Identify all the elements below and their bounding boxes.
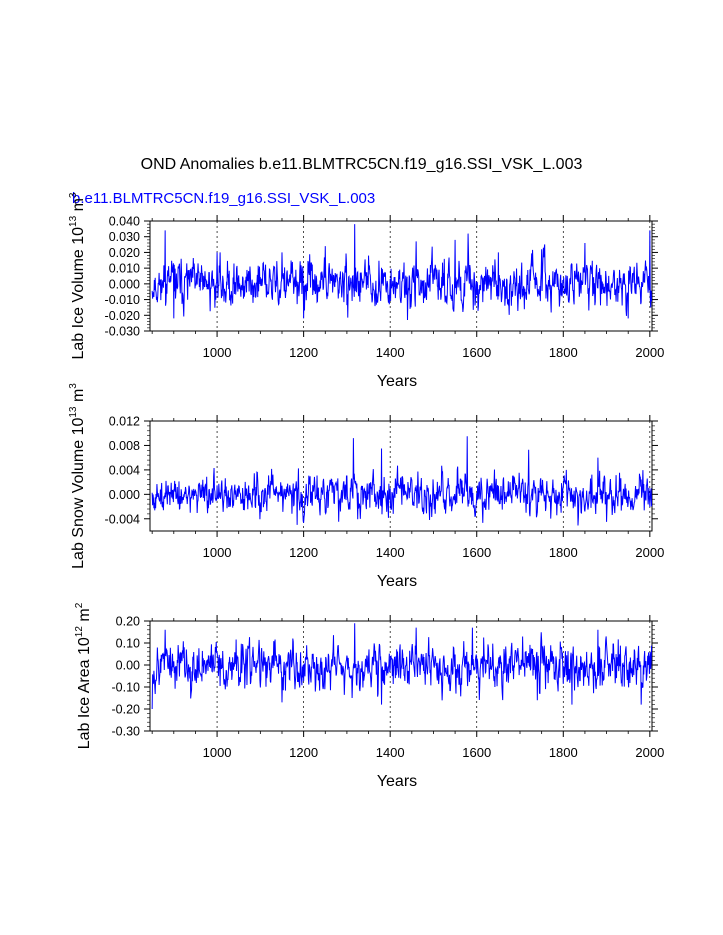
y-tick-label: -0.30 <box>112 725 141 739</box>
y-tick-label: 0.008 <box>109 439 140 453</box>
figure-subtitle: b.e11.BLMTRC5CN.f19_g16.SSI_VSK_L.003 <box>72 190 376 207</box>
y-tick-label: 0.000 <box>109 488 140 502</box>
x-tick-label: 1200 <box>289 545 318 560</box>
x-tick-label: 1600 <box>462 345 491 360</box>
x-tick-label: 1000 <box>203 545 232 560</box>
y-tick-label: 0.000 <box>109 277 140 291</box>
y-tick-label: -0.10 <box>112 681 141 695</box>
series-line <box>151 224 653 321</box>
y-tick-label: -0.004 <box>105 512 140 526</box>
x-tick-label: 1800 <box>549 745 578 760</box>
y-tick-label: 0.010 <box>109 262 140 276</box>
y-tick-label: 0.004 <box>109 463 140 477</box>
x-ticks: 1000 1200 1400 1600 1800 2000 <box>151 415 664 560</box>
y-tick-label: 0.012 <box>109 415 140 429</box>
y-tick-label: -0.030 <box>105 325 140 339</box>
x-tick-label: 2000 <box>635 545 664 560</box>
x-ticks: 1000 1200 1400 1600 1800 2000 <box>151 615 664 760</box>
x-axis-label: Years <box>377 573 417 590</box>
x-tick-label: 1400 <box>376 545 405 560</box>
plot-frame <box>149 220 653 332</box>
x-tick-label: 2000 <box>635 345 664 360</box>
x-tick-label: 1600 <box>462 745 491 760</box>
x-tick-label: 1000 <box>203 745 232 760</box>
x-tick-label: 1800 <box>549 545 578 560</box>
x-tick-label: 1200 <box>289 345 318 360</box>
x-tick-label: 1200 <box>289 745 318 760</box>
x-tick-label: 1400 <box>376 745 405 760</box>
y-tick-label: -0.20 <box>112 703 141 717</box>
y-tick-label: 0.20 <box>116 615 140 629</box>
x-tick-label: 1400 <box>376 345 405 360</box>
x-axis-label: Years <box>377 773 417 790</box>
series-line <box>151 623 653 710</box>
y-axis-label: Lab Ice Volume 1013 m3 <box>68 192 87 359</box>
y-tick-label: -0.010 <box>105 293 140 307</box>
gridlines <box>216 421 651 531</box>
y-tick-label: 0.10 <box>116 637 140 651</box>
y-tick-label: 0.020 <box>109 246 140 260</box>
y-ticks: -0.30 -0.20 -0.10 0.00 0.10 0.20 <box>112 615 658 739</box>
panel-lab-ice-area: -0.30 -0.20 -0.10 0.00 0.10 0.20 1000 1200 1400… <box>74 602 664 790</box>
y-tick-label: 0.030 <box>109 230 140 244</box>
plot-frame <box>149 420 653 532</box>
x-tick-label: 1800 <box>549 345 578 360</box>
x-ticks: 1000 1200 1400 1600 1800 2000 <box>151 215 664 360</box>
y-tick-label: 0.00 <box>116 659 140 673</box>
y-ticks: -0.004 0.000 0.004 0.008 0.012 <box>105 415 658 526</box>
y-axis-label: Lab Ice Area 1012 m2 <box>74 602 93 749</box>
y-axis-label: Lab Snow Volume 1013 m3 <box>68 383 87 569</box>
series-line <box>151 436 653 526</box>
y-tick-label: -0.020 <box>105 309 140 323</box>
x-tick-label: 1600 <box>462 545 491 560</box>
x-tick-label: 2000 <box>635 745 664 760</box>
x-axis-label: Years <box>377 373 417 390</box>
figure-title: OND Anomalies b.e11.BLMTRC5CN.f19_g16.SS… <box>140 156 583 173</box>
x-tick-label: 1000 <box>203 345 232 360</box>
plot-frame <box>149 620 653 732</box>
y-tick-label: 0.040 <box>109 215 140 229</box>
